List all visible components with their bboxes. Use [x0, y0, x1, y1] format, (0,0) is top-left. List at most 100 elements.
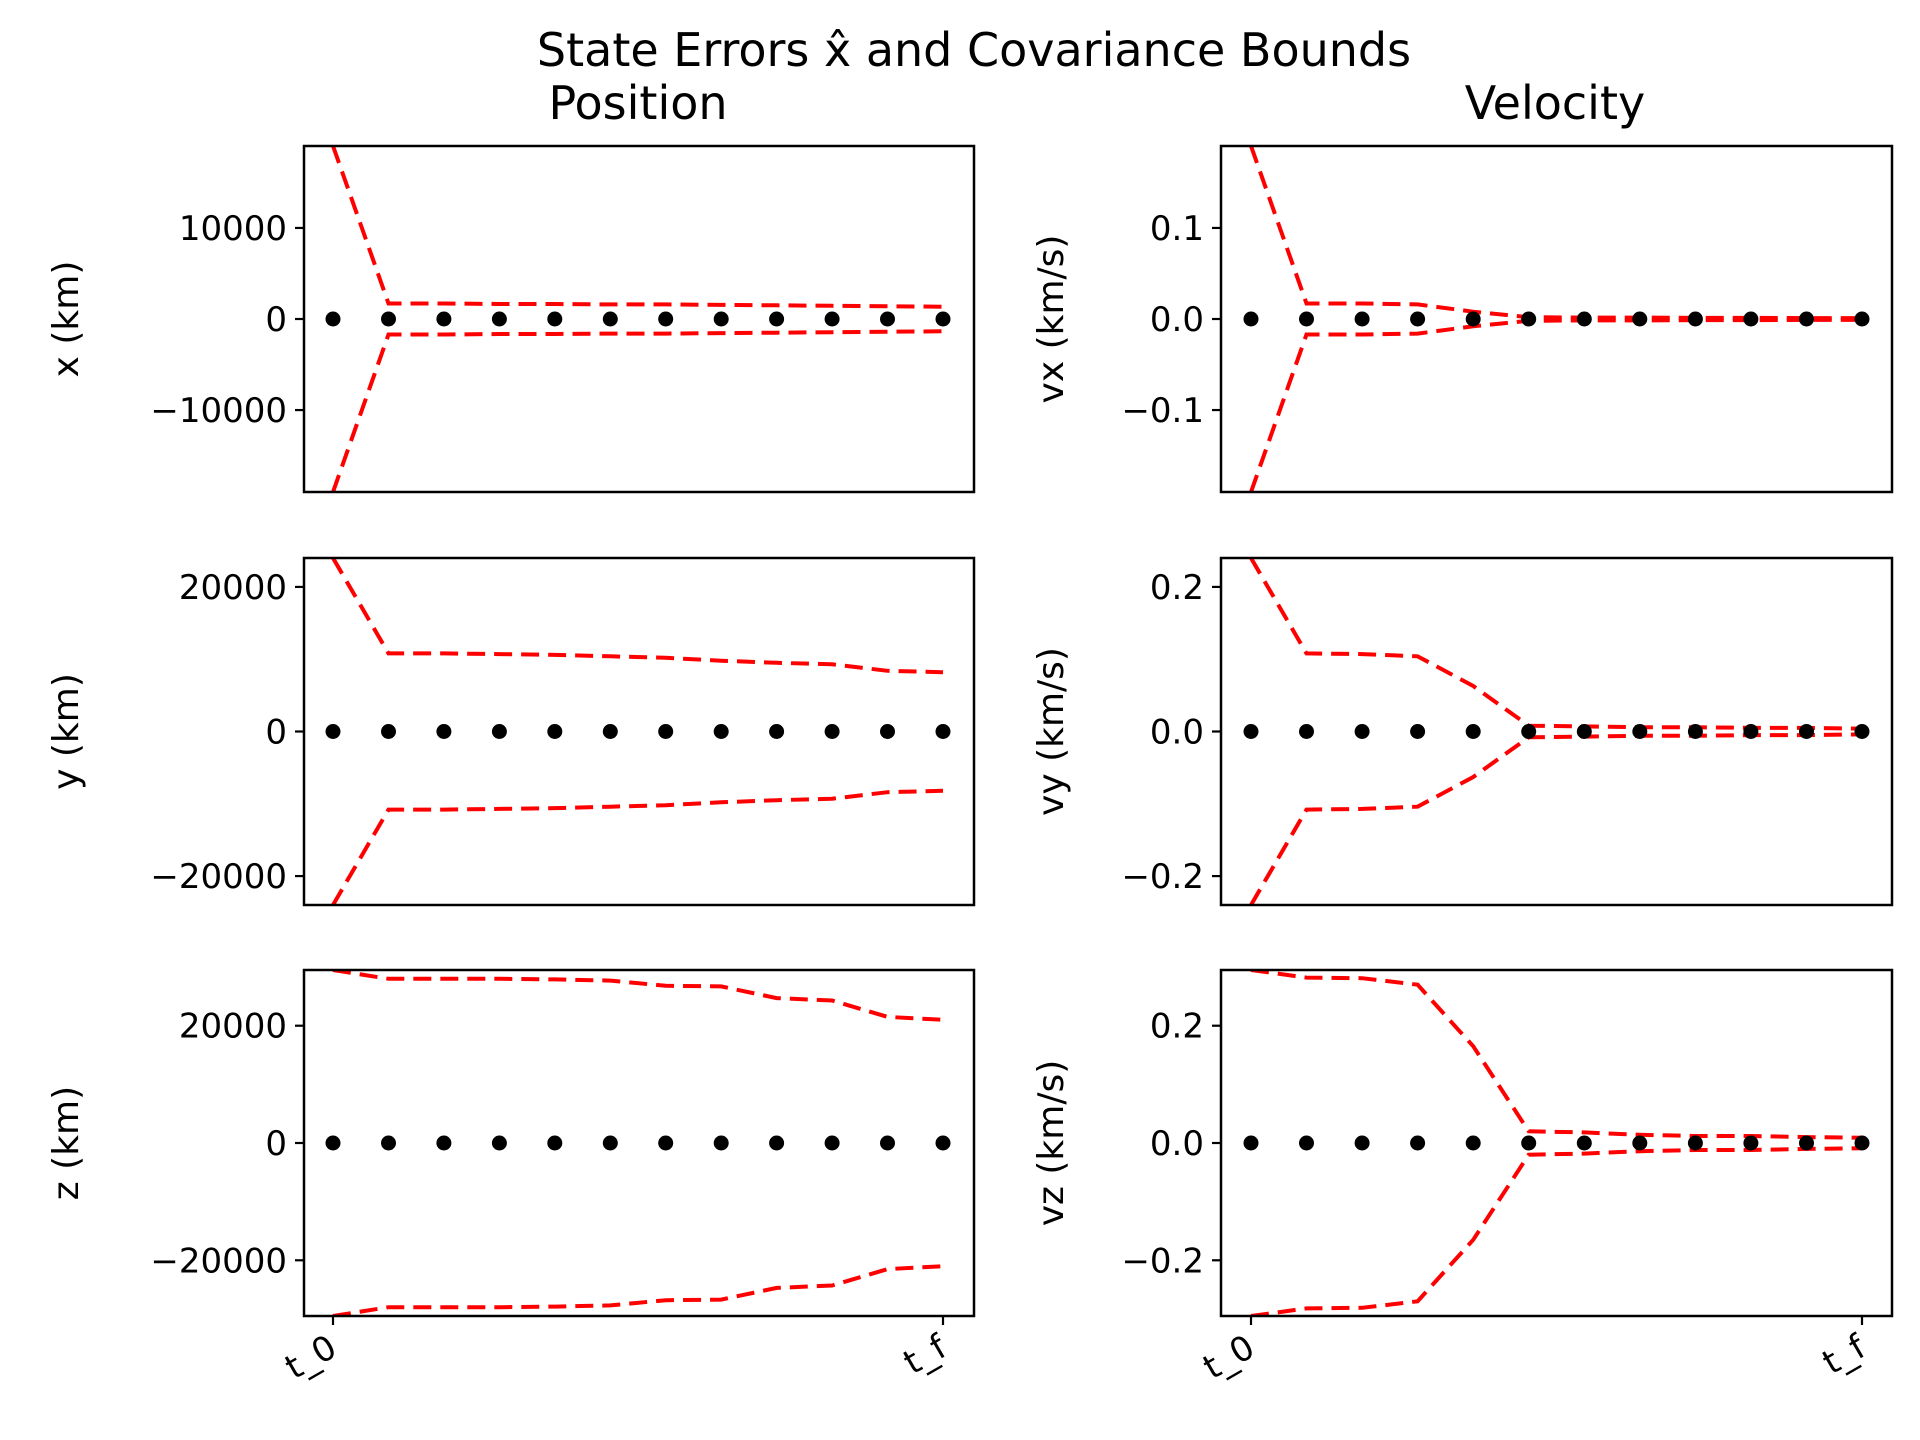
lower-bound-line-y	[331, 788, 944, 905]
error-point-x-0	[325, 311, 341, 327]
error-point-vz-11	[1854, 1135, 1870, 1151]
error-point-y-10	[880, 724, 895, 739]
error-point-vx-0	[1243, 311, 1259, 327]
error-point-y-7	[713, 724, 729, 739]
error-point-vz-1	[1299, 1135, 1314, 1151]
ytick-label-z-2: −20000	[150, 1241, 287, 1281]
ylabel-vy: vy (km/s)	[1031, 647, 1072, 816]
upper-bound-line-z	[332, 970, 944, 1022]
error-point-x-2	[436, 311, 452, 327]
error-point-z-7	[713, 1135, 729, 1151]
error-point-y-2	[436, 724, 452, 739]
error-point-y-11	[935, 724, 951, 739]
axes-frame-y	[302, 556, 976, 907]
ytick-label-vy-2: −0.2	[1121, 857, 1204, 897]
error-point-x-7	[713, 311, 729, 327]
xtick-label-z-1: t_f	[897, 1327, 955, 1383]
error-point-y-6	[658, 724, 674, 739]
error-point-vy-7	[1632, 724, 1648, 739]
plot-area-x	[325, 146, 951, 492]
subplot-z: 20000 0 −20000 z (km) t_0 t_f	[46, 968, 976, 1388]
error-point-vx-3	[1410, 311, 1426, 327]
ytick-label-x-1: 0	[265, 300, 287, 340]
error-point-vz-4	[1465, 1135, 1481, 1151]
xtick-label-vz-0: t_0	[1196, 1327, 1261, 1388]
lower-bound-line-vy	[1249, 732, 1863, 905]
axes-frame-z	[302, 968, 976, 1318]
error-point-vz-2	[1354, 1135, 1370, 1151]
axes-frame-vz	[1219, 968, 1894, 1318]
error-point-vx-5	[1521, 311, 1537, 327]
error-point-vz-7	[1632, 1135, 1648, 1151]
ytick-label-x-2: −10000	[150, 391, 287, 431]
ylabel-vz: vz (km/s)	[1031, 1060, 1072, 1227]
upper-bound-line-vz	[1250, 970, 1863, 1140]
error-point-vy-2	[1354, 724, 1370, 739]
upper-bound-line-y	[331, 558, 944, 675]
lower-bound-line-x	[331, 329, 944, 492]
ytick-label-z-1: 0	[265, 1124, 287, 1164]
error-point-vz-6	[1576, 1135, 1592, 1151]
error-point-vx-11	[1854, 311, 1870, 327]
error-point-x-6	[658, 311, 674, 327]
error-point-x-11	[935, 311, 951, 327]
error-point-vy-3	[1410, 724, 1426, 739]
error-point-y-8	[769, 724, 785, 739]
lower-bound-line-z	[332, 1264, 944, 1316]
lower-bound-line-vx	[1249, 317, 1862, 492]
error-point-vy-8	[1687, 724, 1703, 739]
ytick-label-y-2: −20000	[150, 857, 287, 897]
ytick-label-z-0: 20000	[179, 1007, 287, 1047]
plot-area-vy	[1243, 558, 1870, 905]
ytick-label-y-1: 0	[265, 713, 287, 753]
error-point-vx-10	[1799, 311, 1814, 327]
xtick-label-vz-1: t_f	[1816, 1327, 1874, 1383]
error-point-vz-5	[1521, 1135, 1537, 1151]
error-point-x-10	[880, 311, 895, 327]
error-point-vy-0	[1243, 724, 1259, 739]
error-point-vy-1	[1299, 724, 1314, 739]
plot-area-vz	[1243, 970, 1870, 1316]
error-point-vy-10	[1799, 724, 1814, 739]
error-point-z-6	[658, 1135, 674, 1151]
axes-frame-vy	[1219, 556, 1894, 907]
error-point-z-2	[436, 1135, 452, 1151]
error-point-vy-11	[1854, 724, 1870, 739]
error-point-vz-10	[1799, 1135, 1814, 1151]
upper-bound-line-vx	[1249, 146, 1862, 321]
ylabel-z: z (km)	[46, 1086, 87, 1200]
error-point-vx-2	[1354, 311, 1370, 327]
ytick-label-vx-2: −0.1	[1121, 391, 1204, 431]
error-point-y-4	[547, 724, 563, 739]
lower-bound-line-vz	[1250, 1146, 1863, 1316]
column-title-velocity: Velocity	[1465, 76, 1645, 130]
error-point-vz-0	[1243, 1135, 1259, 1151]
ytick-label-vz-0: 0.2	[1150, 1007, 1204, 1047]
column-title-position: Position	[548, 76, 727, 130]
error-point-z-1	[381, 1135, 396, 1151]
plot-area-y	[325, 558, 951, 905]
error-point-vx-8	[1687, 311, 1703, 327]
ytick-label-vy-1: 0.0	[1150, 713, 1204, 753]
error-point-vx-4	[1465, 311, 1481, 327]
plot-area-vx	[1243, 146, 1870, 492]
ylabel-y: y (km)	[46, 673, 87, 790]
error-point-vy-5	[1521, 724, 1537, 739]
ylabel-vx: vx (km/s)	[1031, 235, 1072, 404]
error-point-y-0	[325, 724, 341, 739]
error-point-z-9	[824, 1135, 840, 1151]
error-point-y-5	[602, 724, 618, 739]
error-point-vy-9	[1743, 724, 1759, 739]
error-point-z-0	[325, 1135, 341, 1151]
error-point-vx-9	[1743, 311, 1759, 327]
plot-area-z	[325, 970, 951, 1316]
error-point-x-9	[824, 311, 840, 327]
error-point-y-1	[381, 724, 396, 739]
error-point-z-11	[935, 1135, 951, 1151]
error-point-x-3	[491, 311, 507, 327]
subplot-vz: 0.2 0.0 −0.2 vz (km/s) t_0 t_f	[1031, 968, 1894, 1388]
error-point-x-8	[769, 311, 785, 327]
ylabel-x: x (km)	[46, 261, 87, 378]
error-point-z-5	[602, 1135, 618, 1151]
